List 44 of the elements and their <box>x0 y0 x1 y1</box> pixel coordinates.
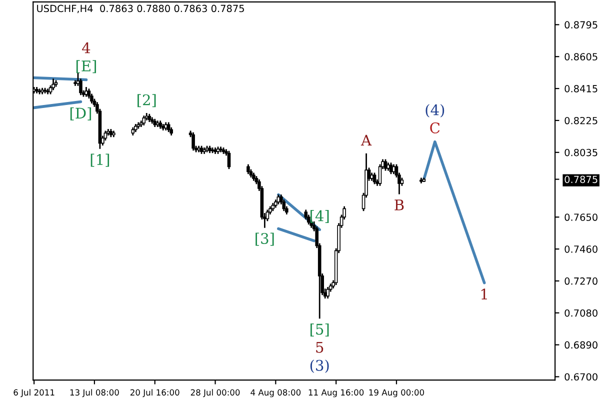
candlestick <box>384 159 388 171</box>
candlestick <box>46 88 50 94</box>
annotation: [4] <box>310 210 329 224</box>
x-tick-label: 28 Jul 00:00 <box>190 389 240 398</box>
candlestick <box>192 132 195 151</box>
x-tick-label: 19 Aug 00:00 <box>369 389 424 398</box>
annotation: (4) <box>426 104 444 118</box>
x-tick-label: 4 Aug 08:00 <box>250 389 301 398</box>
y-tick-label: 0.7460 <box>564 245 598 253</box>
y-tick-label: 0.6700 <box>564 373 598 381</box>
annotation: B <box>394 200 404 210</box>
annotation: [5] <box>310 323 329 336</box>
annotation: (3) <box>310 360 329 373</box>
y-tick-label: 0.8795 <box>564 21 598 29</box>
annotation: C <box>430 122 440 134</box>
y-tick-label: 0.8415 <box>564 85 598 92</box>
y-tick-label: 0.7875 <box>564 176 598 184</box>
x-tick-label: 11 Aug 16:00 <box>308 389 364 398</box>
x-tick-label: 6 Jul 2011 <box>14 389 54 398</box>
annotation: A <box>360 134 372 146</box>
y-tick-label: 0.7650 <box>564 214 598 221</box>
chart-title: USDCHF,H4 0.7863 0.7880 0.7863 0.7875 <box>37 4 244 14</box>
annotation: 5 <box>316 342 324 353</box>
y-tick-label: 0.8605 <box>564 53 598 60</box>
annotation: [3] <box>256 232 274 246</box>
annotation: 1 <box>481 288 487 300</box>
candlestick <box>219 146 222 152</box>
x-tick-label: 13 Jul 08:00 <box>70 389 119 398</box>
candlestick <box>420 178 423 184</box>
annotation: [D] <box>70 107 92 120</box>
candlestick <box>52 78 55 90</box>
annotation: [1] <box>90 154 110 167</box>
annotation: [2] <box>138 94 156 108</box>
candlestick <box>372 172 376 184</box>
x-tick-label: 20 Jul 16:00 <box>130 389 180 398</box>
y-tick-label: 0.8035 <box>564 148 598 156</box>
annotation: [E] <box>76 60 96 74</box>
y-tick-label: 0.7270 <box>564 277 598 285</box>
y-tick-label: 0.8225 <box>564 116 598 124</box>
candlestick <box>227 150 231 170</box>
y-tick-label: 0.6890 <box>564 341 598 349</box>
annotation: 4 <box>82 42 90 54</box>
candlestick <box>326 286 330 298</box>
y-tick-label: 0.7080 <box>564 309 598 317</box>
